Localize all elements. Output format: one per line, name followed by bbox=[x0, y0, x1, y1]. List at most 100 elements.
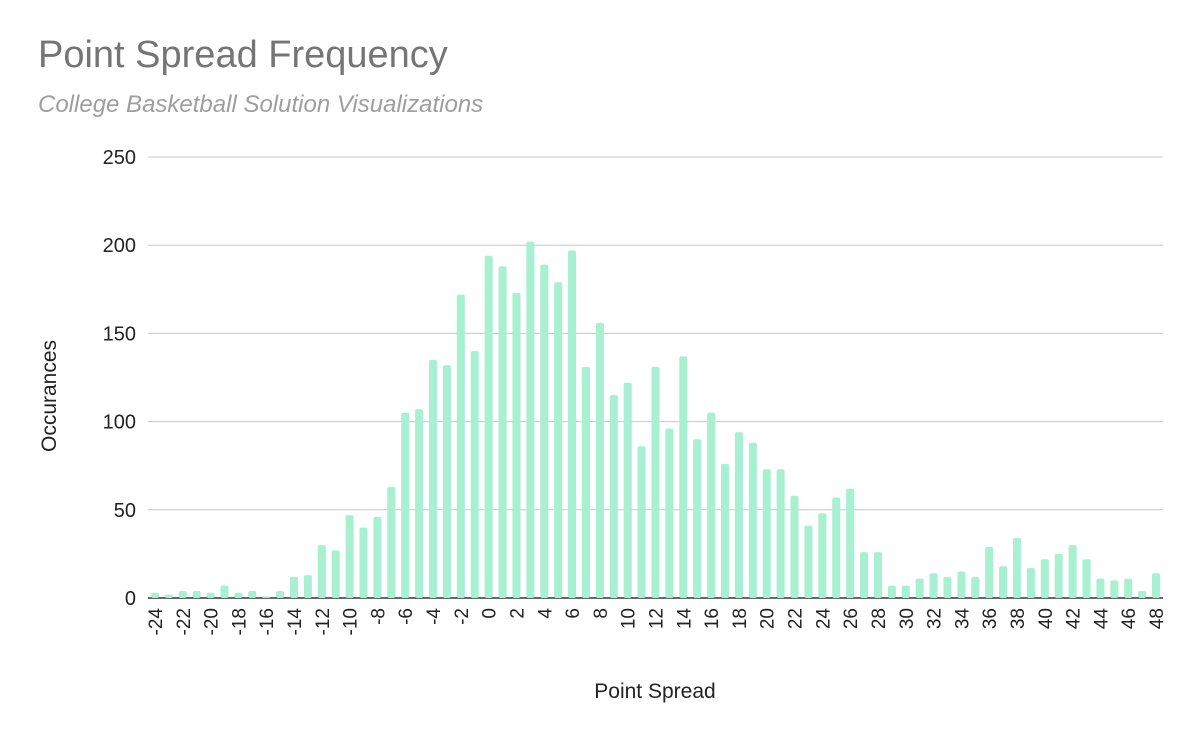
x-tick-label: 48 bbox=[1147, 608, 1168, 629]
x-tick-label: 22 bbox=[786, 608, 807, 629]
bar bbox=[957, 571, 966, 598]
x-tick-label: 20 bbox=[758, 608, 779, 629]
bar bbox=[442, 365, 451, 598]
bar bbox=[734, 432, 743, 598]
x-tick-label: 2 bbox=[507, 608, 528, 619]
bar bbox=[1152, 573, 1161, 598]
x-tick-label: 24 bbox=[813, 608, 834, 630]
x-tick-label: 0 bbox=[480, 608, 501, 619]
bar bbox=[317, 545, 326, 598]
x-axis-ticks: -24 -22 -20 -18 -16 -14 -12 -10 -8 -6 -4 -2 0 2 4 6 8 10 1… bbox=[146, 608, 1168, 636]
x-tick-label: 40 bbox=[1036, 608, 1057, 629]
bar bbox=[526, 241, 535, 598]
chart-title: Point Spread Frequency bbox=[38, 34, 448, 76]
bar bbox=[359, 527, 368, 598]
bar bbox=[1012, 538, 1022, 598]
bar bbox=[192, 590, 201, 598]
bar bbox=[1110, 580, 1119, 598]
bar bbox=[248, 590, 257, 598]
x-tick-label: 14 bbox=[674, 608, 695, 630]
bar bbox=[1138, 590, 1147, 598]
bar bbox=[832, 497, 841, 598]
bar bbox=[415, 409, 424, 598]
bar bbox=[373, 516, 382, 598]
x-tick-label: -2 bbox=[452, 608, 473, 625]
x-tick-label: -4 bbox=[424, 608, 445, 625]
bar bbox=[790, 495, 799, 598]
bar bbox=[595, 322, 604, 598]
bar bbox=[1082, 559, 1091, 598]
bar bbox=[860, 552, 869, 598]
bar bbox=[262, 596, 271, 598]
x-tick-label: -20 bbox=[202, 608, 223, 635]
y-tick-label: 100 bbox=[103, 412, 136, 434]
x-tick-label: -16 bbox=[257, 608, 278, 635]
x-tick-label: 44 bbox=[1091, 608, 1112, 630]
bar bbox=[637, 446, 646, 598]
bar bbox=[776, 469, 785, 598]
bar bbox=[220, 585, 229, 598]
bar bbox=[276, 590, 285, 598]
bar bbox=[164, 594, 173, 598]
bar bbox=[540, 264, 549, 598]
x-tick-label: -18 bbox=[229, 608, 250, 635]
bar bbox=[568, 250, 577, 598]
bar bbox=[804, 525, 813, 598]
x-tick-label: 12 bbox=[647, 608, 668, 629]
bar bbox=[748, 442, 757, 598]
x-tick-label: 6 bbox=[563, 608, 584, 619]
bar bbox=[178, 590, 187, 598]
bar bbox=[331, 550, 340, 598]
bar bbox=[818, 513, 827, 598]
bar bbox=[387, 486, 396, 598]
x-tick-label: 18 bbox=[730, 608, 751, 629]
bar bbox=[873, 552, 882, 598]
bar bbox=[1026, 568, 1035, 598]
chart-subtitle: College Basketball Solution Visualizatio… bbox=[38, 91, 484, 118]
bar bbox=[206, 592, 215, 598]
y-tick-label: 150 bbox=[103, 323, 136, 345]
bar bbox=[693, 439, 702, 598]
x-tick-label: -22 bbox=[174, 608, 195, 635]
bar bbox=[150, 592, 159, 598]
bar bbox=[887, 585, 896, 598]
bar bbox=[929, 573, 938, 598]
x-tick-label: 16 bbox=[702, 608, 723, 629]
bar bbox=[985, 546, 994, 598]
bar bbox=[456, 294, 465, 598]
bars bbox=[150, 241, 1161, 598]
y-tick-label: 50 bbox=[114, 500, 136, 522]
y-tick-label: 250 bbox=[103, 147, 136, 169]
bar bbox=[609, 395, 618, 598]
x-tick-label: -12 bbox=[313, 608, 334, 635]
bar bbox=[345, 515, 354, 598]
x-tick-label: 32 bbox=[925, 608, 946, 629]
bar bbox=[901, 585, 910, 598]
x-tick-label: 36 bbox=[980, 608, 1001, 629]
bar bbox=[498, 266, 507, 598]
x-tick-label: -24 bbox=[146, 608, 167, 636]
bar bbox=[999, 566, 1008, 598]
x-tick-label: 10 bbox=[619, 608, 640, 629]
bar bbox=[1054, 553, 1063, 598]
x-tick-label: 34 bbox=[952, 608, 973, 630]
bar bbox=[429, 359, 438, 598]
bar bbox=[581, 366, 591, 598]
x-tick-label: 4 bbox=[535, 608, 556, 619]
bar bbox=[651, 366, 660, 598]
x-axis-label: Point Spread bbox=[594, 680, 715, 703]
bar bbox=[1124, 578, 1133, 598]
bar bbox=[234, 592, 243, 598]
bar bbox=[846, 488, 855, 598]
bar bbox=[512, 292, 521, 598]
x-tick-label: 46 bbox=[1119, 608, 1140, 629]
bar bbox=[1068, 545, 1077, 598]
x-tick-label: -10 bbox=[341, 608, 362, 635]
bar bbox=[401, 412, 410, 598]
bar bbox=[623, 382, 632, 598]
bar bbox=[679, 356, 688, 598]
bar bbox=[303, 575, 312, 598]
y-tick-label: 200 bbox=[103, 235, 136, 257]
x-tick-label: 42 bbox=[1064, 608, 1085, 629]
